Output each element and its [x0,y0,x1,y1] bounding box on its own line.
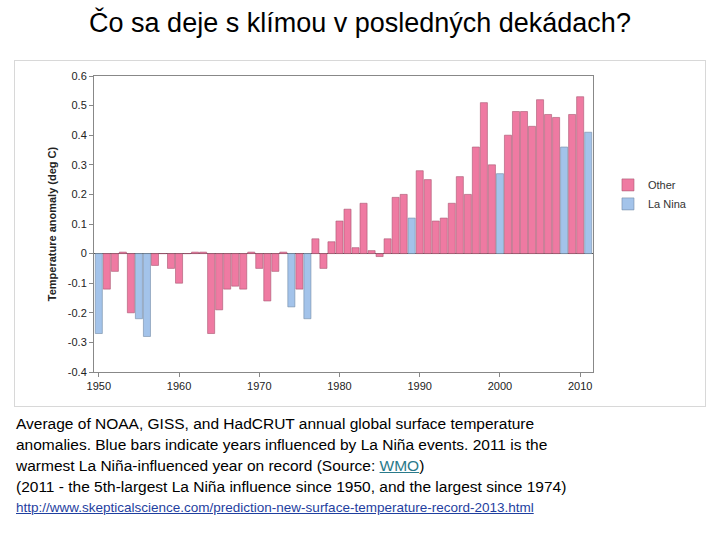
svg-text:1970: 1970 [247,380,271,392]
html-text:http://www.skepticalscience.co: http://www.skepticalscience.com/predicti… [16,500,534,515]
svg-text:La Nina: La Nina [648,198,687,210]
svg-text:1960: 1960 [167,380,191,392]
svg-text:Temperature anomaly (deg C): Temperature anomaly (deg C) [46,146,58,301]
html-text:(2011 - the 5th-largest La Niñ: (2011 - the 5th-largest La Niña influenc… [16,478,567,495]
svg-text:0.3: 0.3 [72,159,87,171]
svg-text:1990: 1990 [407,380,431,392]
svg-text:1950: 1950 [87,380,111,392]
html-text:anomalies. Blue bars indicate: anomalies. Blue bars indicate years infl… [16,436,548,453]
svg-text:0.5: 0.5 [72,99,87,111]
svg-text:0.4: 0.4 [72,129,87,141]
svg-text:-0.4: -0.4 [68,366,87,378]
html-text:Average of NOAA, GISS, and Had: Average of NOAA, GISS, and HadCRUT annua… [16,415,535,432]
svg-text:-0.3: -0.3 [68,336,87,348]
svg-text:0.1: 0.1 [72,218,87,230]
svg-text:2010: 2010 [568,380,592,392]
svg-text:1980: 1980 [327,380,351,392]
svg-text:-0.1: -0.1 [68,277,87,289]
svg-text:0.6: 0.6 [72,70,87,82]
svg-text:0: 0 [81,247,87,259]
html-text:warmest La Niña-influenced yea: warmest La Niña-influenced year on recor… [16,457,425,474]
svg-text:2000: 2000 [488,380,512,392]
svg-text:0.2: 0.2 [72,188,87,200]
svg-text:Other: Other [648,179,676,191]
svg-text:-0.2: -0.2 [68,307,87,319]
html-text:Čo sa deje s klímou v posledný: Čo sa deje s klímou v posledných dekádac… [89,8,631,38]
